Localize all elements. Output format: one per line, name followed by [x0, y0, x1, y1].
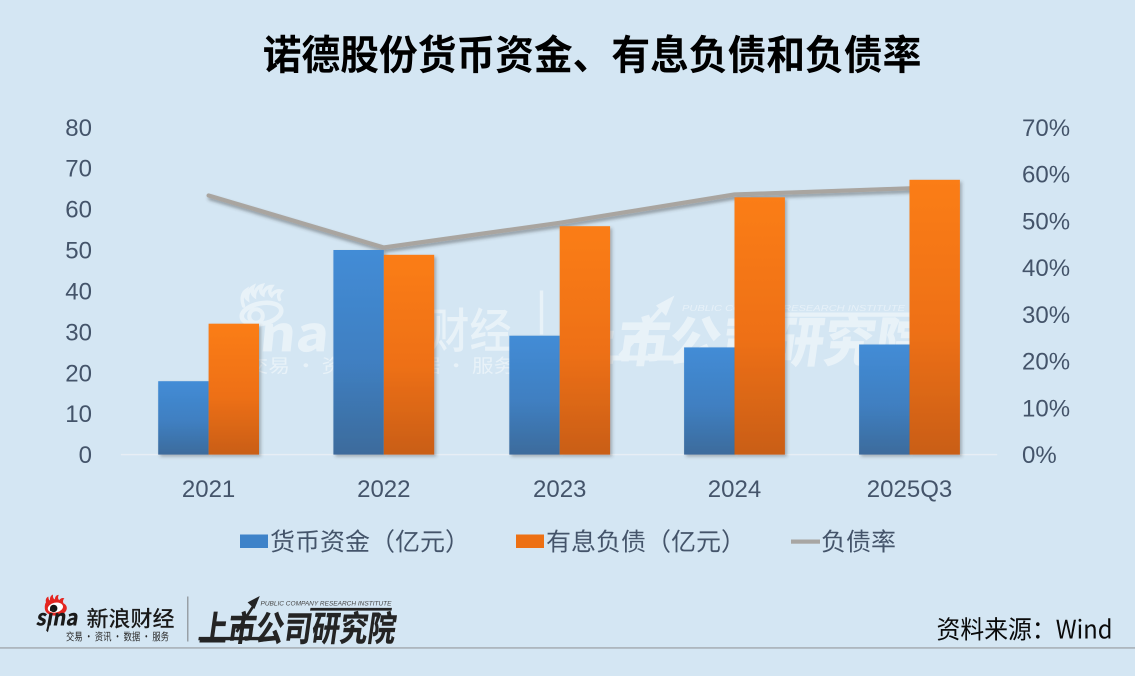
svg-text:60: 60 [65, 197, 92, 224]
svg-text:2023: 2023 [533, 476, 586, 503]
svg-text:0: 0 [79, 442, 92, 469]
svg-text:50: 50 [65, 238, 92, 265]
svg-text:60%: 60% [1022, 162, 1070, 189]
svg-text:30: 30 [65, 319, 92, 346]
svg-text:10%: 10% [1022, 395, 1070, 422]
svg-text:0%: 0% [1022, 442, 1057, 469]
svg-text:70%: 70% [1022, 115, 1070, 142]
svg-text:50%: 50% [1022, 208, 1070, 235]
svg-text:2024: 2024 [708, 476, 761, 503]
svg-text:70: 70 [65, 156, 92, 183]
svg-text:20: 20 [65, 360, 92, 387]
svg-text:2021: 2021 [182, 476, 235, 503]
svg-text:30%: 30% [1022, 302, 1070, 329]
svg-text:PUBLIC COMPANY RESEARCH INSTIT: PUBLIC COMPANY RESEARCH INSTITUTE [682, 303, 905, 313]
svg-text:2025Q3: 2025Q3 [867, 476, 952, 503]
svg-text:10: 10 [65, 401, 92, 428]
svg-text:20%: 20% [1022, 349, 1070, 376]
svg-text:40: 40 [65, 279, 92, 306]
svg-text:PUBLIC COMPANY RESEARCH INSTIT: PUBLIC COMPANY RESEARCH INSTITUTE [261, 601, 393, 608]
svg-text:40%: 40% [1022, 255, 1070, 282]
svg-text:2022: 2022 [357, 476, 410, 503]
svg-text:80: 80 [65, 115, 92, 142]
